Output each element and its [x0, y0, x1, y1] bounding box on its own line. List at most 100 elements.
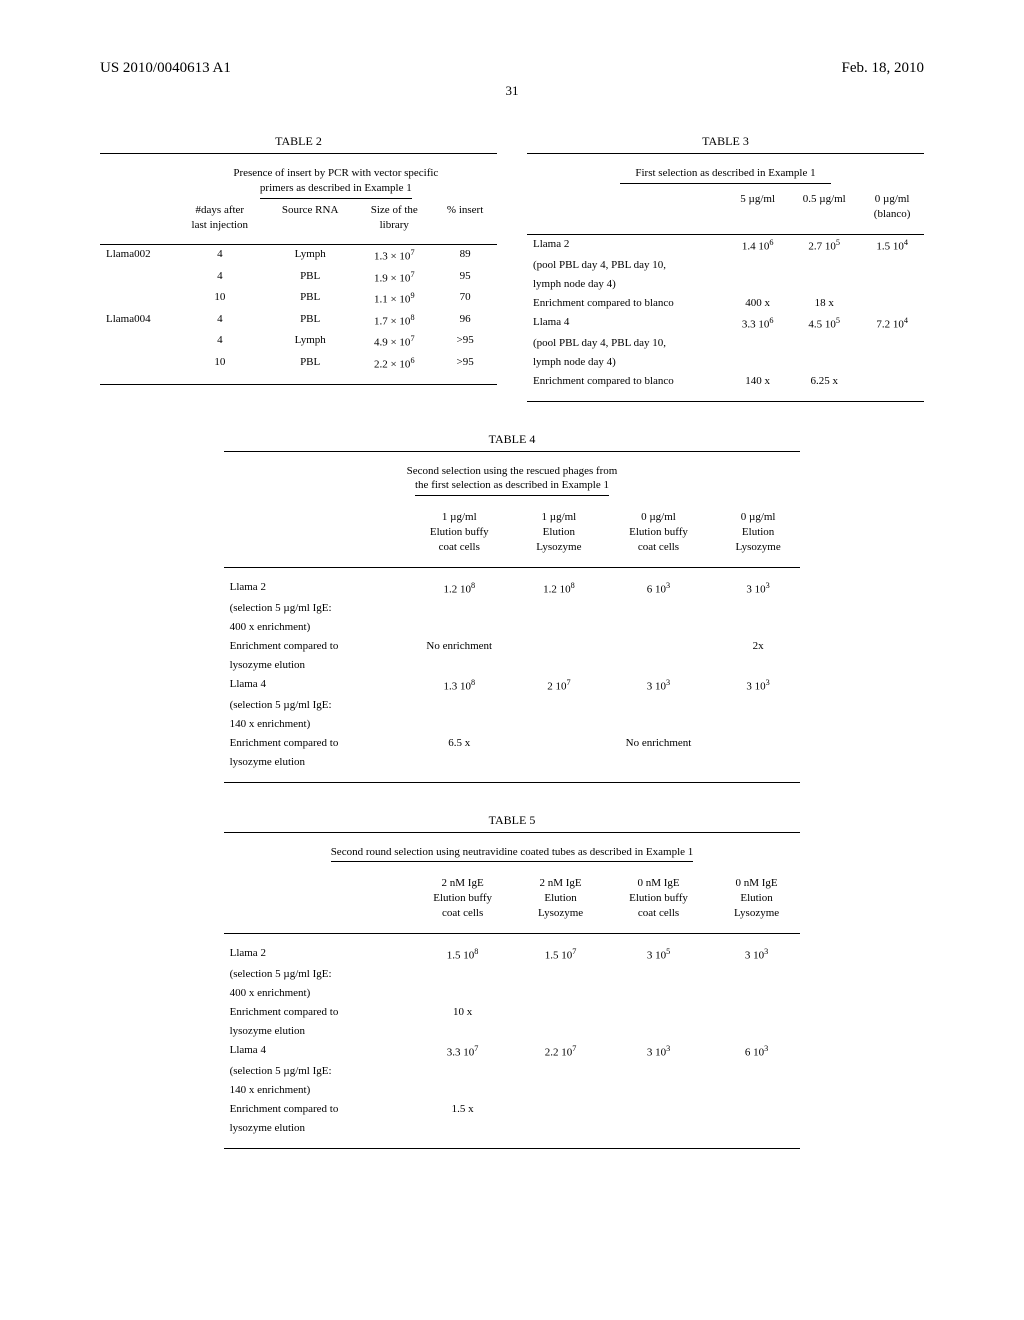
t3-c2: 18 x [788, 294, 860, 313]
row-label: lysozyme elution [224, 656, 402, 675]
row-c4 [713, 965, 801, 984]
row-c4 [713, 1100, 801, 1119]
patent-date: Feb. 18, 2010 [842, 60, 925, 77]
t4-h4-l2: Elution [742, 526, 774, 538]
table-row: 10PBL1.1 × 10970 [100, 288, 497, 310]
row-c1 [402, 656, 517, 675]
row-c2 [517, 753, 602, 772]
table-row: lymph node day 4) [527, 275, 924, 294]
t5-h4-l2: Elution [740, 892, 772, 904]
row-label: lysozyme elution [224, 1022, 409, 1041]
t2-ins: 96 [433, 310, 497, 332]
t2-ins: 89 [433, 245, 497, 267]
t3-label: Llama 2 [527, 234, 727, 256]
table3: First selection as described in Example … [527, 153, 924, 402]
table-row: lysozyme elution [224, 1022, 801, 1041]
row-c3 [601, 637, 716, 656]
t3-c1: 140 x [727, 372, 788, 391]
t2-src: Lymph [265, 331, 355, 353]
t2-ins: 70 [433, 288, 497, 310]
t2-days: 4 [175, 310, 265, 332]
page-header: US 2010/0040613 A1 Feb. 18, 2010 [100, 60, 924, 77]
table-row: Llama 21.2 1081.2 1086 1033 103 [224, 578, 801, 600]
row-c1: 1.2 108 [402, 578, 517, 600]
row-c3 [604, 1022, 712, 1041]
row-c1 [402, 715, 517, 734]
t3-c1 [727, 275, 788, 294]
top-two-column: TABLE 2 Presence of insert by PCR with v… [100, 134, 924, 402]
t3-c1: 3.3 106 [727, 313, 788, 335]
t5-h2-l2: Elution [544, 892, 576, 904]
t3-c2 [788, 275, 860, 294]
row-c4 [716, 696, 801, 715]
table5-title: TABLE 5 [100, 813, 924, 828]
row-c2 [517, 656, 602, 675]
t3-c2 [788, 256, 860, 275]
t2-size: 1.3 × 107 [355, 245, 433, 267]
row-c1 [402, 696, 517, 715]
row-c3 [604, 1119, 712, 1138]
row-c1: 1.5 x [408, 1100, 516, 1119]
t3-h1: 5 µg/ml [727, 190, 788, 224]
t2-days: 4 [175, 245, 265, 267]
t5-h3-l2: Elution buffy [629, 892, 688, 904]
t3-c1: 1.4 106 [727, 234, 788, 256]
t3-c3: 7.2 104 [860, 313, 924, 335]
row-c2 [517, 965, 605, 984]
row-label: 140 x enrichment) [224, 715, 402, 734]
row-c2 [517, 1062, 605, 1081]
row-c3: 3 103 [601, 675, 716, 697]
t3-c3 [860, 353, 924, 372]
t2-ins: 95 [433, 267, 497, 289]
t5-h1-l2: Elution buffy [433, 892, 492, 904]
t4-h4-l1: 0 µg/ml [741, 511, 776, 523]
t2-size: 1.9 × 107 [355, 267, 433, 289]
row-c3 [601, 715, 716, 734]
t2-days: 4 [175, 331, 265, 353]
row-c3 [604, 1081, 712, 1100]
t3-label: Enrichment compared to blanco [527, 294, 727, 313]
row-c2 [517, 599, 602, 618]
row-c2: 1.2 108 [517, 578, 602, 600]
t2-size: 4.9 × 107 [355, 331, 433, 353]
row-c2 [517, 637, 602, 656]
patent-number: US 2010/0040613 A1 [100, 60, 231, 77]
row-c1: 10 x [408, 1003, 516, 1022]
row-c1: 1.3 108 [402, 675, 517, 697]
t4-h2-l1: 1 µg/ml [541, 511, 576, 523]
t3-c2 [788, 334, 860, 353]
t4-h3-l3: coat cells [638, 541, 679, 553]
t2-days: 4 [175, 267, 265, 289]
table2-caption-l1: Presence of insert by PCR with vector sp… [233, 167, 438, 179]
row-c1: No enrichment [402, 637, 517, 656]
table2-title: TABLE 2 [100, 134, 497, 149]
row-c1 [408, 1062, 516, 1081]
row-label: Enrichment compared to [224, 1003, 409, 1022]
table3-title: TABLE 3 [527, 134, 924, 149]
t3-label: (pool PBL day 4, PBL day 10, [527, 256, 727, 275]
row-c2 [517, 1081, 605, 1100]
row-c1 [408, 1119, 516, 1138]
table-row: Llama 43.3 1064.5 1057.2 104 [527, 313, 924, 335]
t3-caption: First selection as described in Example … [635, 167, 815, 179]
row-c3 [601, 599, 716, 618]
row-c2 [517, 984, 605, 1003]
row-c4 [713, 1119, 801, 1138]
t5-h2-l3: Lysozyme [538, 907, 583, 919]
table4-container: TABLE 4 Second selection using the rescu… [100, 432, 924, 783]
row-c1 [408, 1081, 516, 1100]
row-label: 140 x enrichment) [224, 1081, 409, 1100]
table-row: 140 x enrichment) [224, 1081, 801, 1100]
row-c3 [604, 1003, 712, 1022]
row-label: Llama 4 [224, 1041, 409, 1063]
row-c4: 2x [716, 637, 801, 656]
t3-label: lymph node day 4) [527, 275, 727, 294]
row-c3: 3 105 [604, 944, 712, 966]
table-row: (selection 5 µg/ml IgE: [224, 599, 801, 618]
row-c1 [408, 984, 516, 1003]
table-row: Llama 21.4 1062.7 1051.5 104 [527, 234, 924, 256]
row-label: lysozyme elution [224, 1119, 409, 1138]
table3-container: TABLE 3 First selection as described in … [527, 134, 924, 402]
row-c4 [716, 734, 801, 753]
table-row: Enrichment compared to6.5 xNo enrichment [224, 734, 801, 753]
